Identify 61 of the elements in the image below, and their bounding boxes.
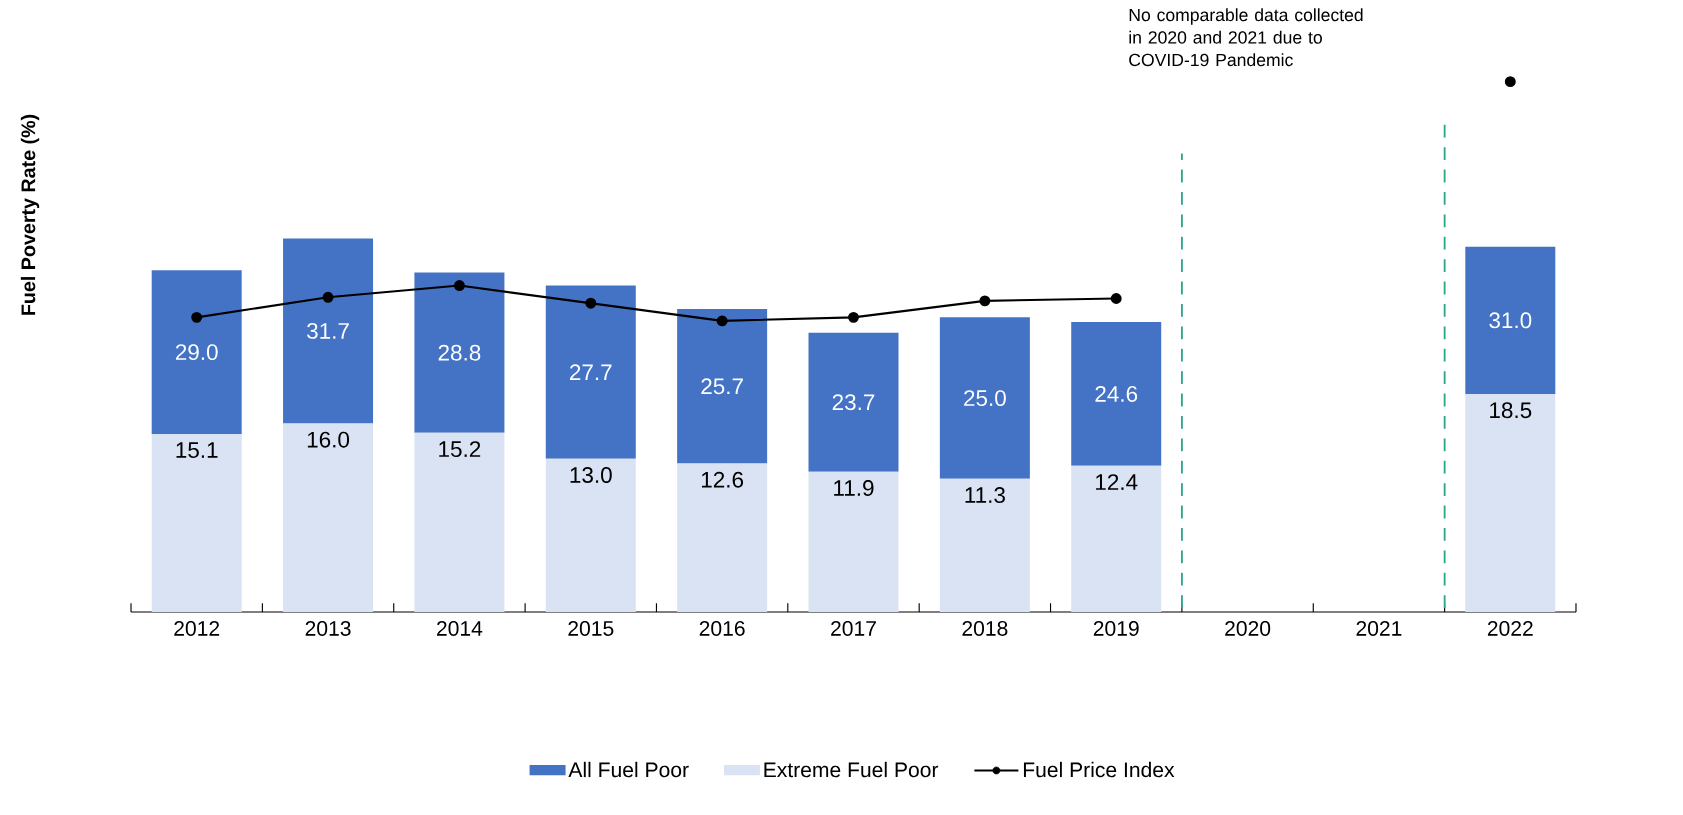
bar	[545, 285, 636, 459]
bar	[414, 432, 505, 612]
data-label: 15.1	[176, 442, 218, 458]
y-axis-title: Fuel Poverty Rate (%)	[20, 114, 40, 315]
data-label: 16.0	[307, 431, 350, 448]
bar	[151, 434, 242, 612]
point	[453, 280, 465, 291]
point	[585, 297, 597, 309]
bar	[151, 270, 242, 435]
bar	[939, 317, 1030, 479]
x-tick-label: 2012	[174, 620, 220, 636]
bar	[808, 332, 899, 472]
data-label: 11.3	[965, 487, 1005, 504]
data-label: 18.5	[1490, 402, 1532, 419]
bar	[939, 478, 1030, 612]
x-tick-label: 2020	[1225, 620, 1271, 636]
x-tick-label: 2018	[962, 620, 1008, 636]
bar	[677, 309, 768, 464]
data-label: 15.2	[439, 441, 481, 458]
point	[979, 295, 991, 307]
total-label: 29.0	[175, 344, 218, 361]
bar	[545, 458, 636, 612]
point	[716, 315, 728, 327]
legend-label: Extreme Fuel Poor	[764, 761, 939, 778]
x-tick-label: 2015	[568, 620, 614, 636]
data-label: 13.0	[570, 467, 612, 483]
bar	[1465, 393, 1556, 612]
point	[1504, 76, 1516, 88]
bar	[1465, 246, 1556, 394]
total-label: 25.0	[964, 390, 1006, 407]
x-tick-label: 2022	[1487, 620, 1533, 636]
point	[322, 291, 334, 303]
bar	[1071, 322, 1162, 466]
data-label: 11.9	[834, 480, 874, 496]
bar	[283, 423, 374, 612]
point	[848, 311, 859, 323]
x-tick-label: 2021	[1356, 620, 1402, 636]
point	[1110, 293, 1122, 304]
x-tick-label: 2017	[831, 620, 876, 636]
data-label: 12.6	[701, 471, 744, 488]
bar	[283, 238, 374, 424]
bar	[677, 463, 768, 612]
total-label: 31.7	[307, 322, 349, 339]
bar	[414, 272, 505, 433]
legend-label: All Fuel Poor	[568, 761, 689, 778]
total-label: 31.0	[1489, 312, 1532, 329]
point	[191, 311, 203, 323]
legend-label: Fuel Price Index	[1023, 761, 1175, 778]
total-label: 25.7	[701, 378, 743, 395]
data-label: 12.4	[1096, 474, 1138, 490]
total-label: 28.8	[438, 344, 481, 361]
total-label: 24.6	[1095, 386, 1138, 402]
total-label: 27.7	[570, 364, 612, 381]
annotation: No comparable data collected in 2020 and 2021 due to COVID-19 Pandemic	[1129, 8, 1363, 67]
bar	[808, 471, 899, 612]
x-tick-label: 2013	[305, 620, 351, 636]
x-tick-label: 2016	[699, 620, 745, 636]
x-tick-label: 2019	[1093, 620, 1139, 636]
bar	[1071, 465, 1162, 612]
x-tick-label: 2014	[437, 620, 483, 636]
total-label: 23.7	[832, 394, 875, 411]
